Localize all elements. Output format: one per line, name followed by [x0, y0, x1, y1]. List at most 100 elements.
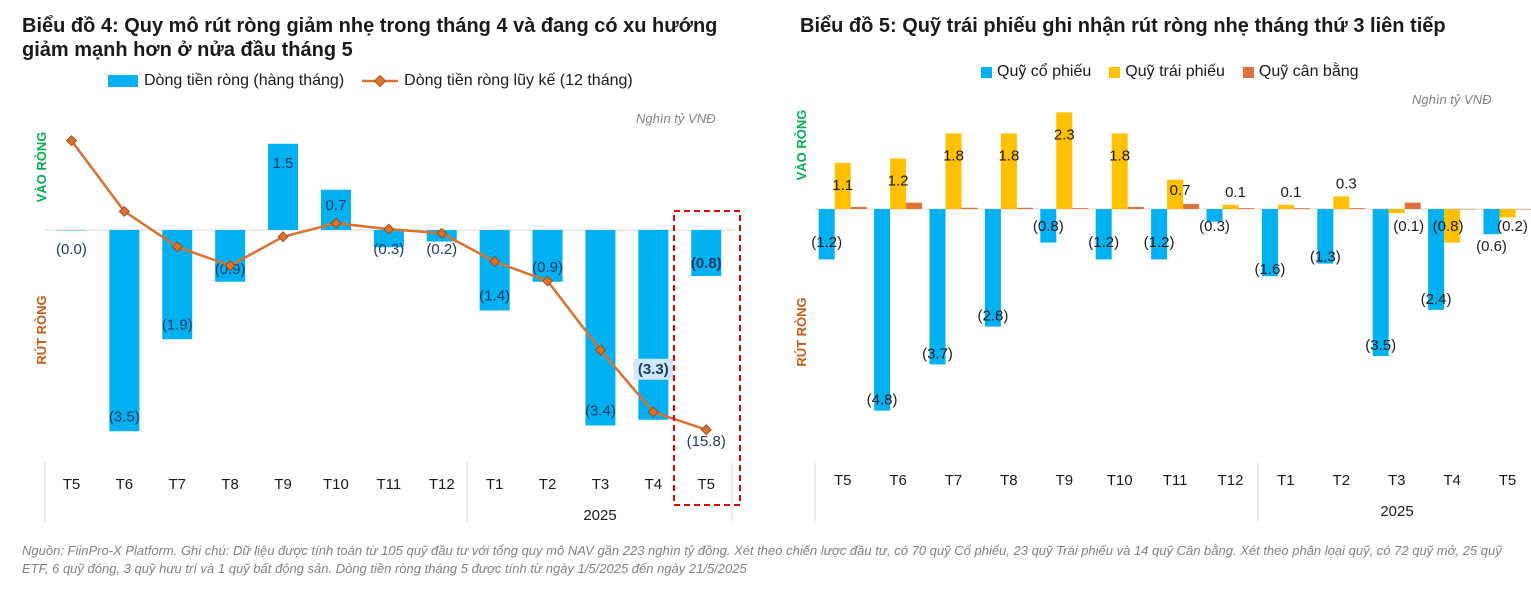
right-x-tick-7: T12 — [1218, 472, 1244, 489]
right-equity-label-11: (2.4) — [1421, 291, 1452, 308]
left-cumulative-point-7 — [436, 227, 448, 239]
right-x-tick-12: T5 — [1499, 472, 1517, 489]
right-bar-bond-0 — [834, 162, 851, 209]
right-bar-equity-7 — [1206, 209, 1223, 222]
legend-swatch-bond — [1109, 66, 1121, 78]
right-bar-balanced-10 — [1404, 202, 1421, 209]
right-bar-balanced-7 — [1238, 208, 1255, 209]
right-bar-equity-12 — [1483, 209, 1500, 235]
right-equity-label-2: (3.7) — [922, 345, 953, 362]
right-x-tick-9: T2 — [1333, 472, 1351, 489]
right-x-tick-5: T10 — [1107, 472, 1133, 489]
right-bar-equity-10 — [1372, 209, 1389, 356]
right-bar-bond-9 — [1333, 196, 1350, 209]
right-bar-bond-10 — [1388, 209, 1405, 214]
right-bar-balanced-3 — [1016, 207, 1033, 209]
right-bar-bond-7 — [1222, 204, 1239, 209]
right-equity-label-9: (1.3) — [1310, 249, 1341, 266]
right-inflow-label: VÀO RÒNG — [794, 110, 809, 181]
right-bar-balanced-12 — [1515, 209, 1531, 210]
right-bar-bond-3 — [1000, 133, 1017, 209]
left-outflow-label: RÚT RÒNG — [34, 295, 49, 364]
legend-item-bond: Quỹ trái phiếu — [1109, 63, 1225, 81]
left-cumulative-point-3 — [224, 260, 236, 272]
legend-label-bond: Quỹ trái phiếu — [1125, 63, 1225, 80]
right-year-label: 2025 — [1380, 503, 1413, 520]
left-bar-label-9: (0.9) — [532, 259, 563, 276]
right-x-tick-8: T1 — [1277, 472, 1295, 489]
left-bar-label-12: (0.8) — [691, 255, 722, 272]
left-x-tick-0: T5 — [63, 476, 81, 493]
right-bond-label-0: 1.1 — [832, 177, 853, 194]
left-cumulative-point-9 — [542, 275, 554, 287]
right-x-tick-0: T5 — [834, 472, 852, 489]
left-bar-label-0: (0.0) — [56, 241, 87, 258]
left-x-tick-7: T12 — [429, 476, 455, 493]
right-bar-balanced-11 — [1460, 209, 1477, 210]
right-bar-bond-12 — [1499, 209, 1516, 218]
right-bar-bond-1 — [890, 158, 907, 209]
left-bar-12 — [691, 230, 722, 276]
left-x-tick-4: T9 — [274, 476, 292, 493]
right-bond-label-4: 2.3 — [1054, 126, 1075, 143]
right-bar-equity-3 — [984, 209, 1001, 327]
legend-item-cumulative: Dòng tiền ròng lũy kế (12 tháng) — [362, 72, 633, 90]
legend-item-balanced: Quỹ cân bằng — [1242, 63, 1359, 81]
left-cumulative-point-8 — [489, 256, 501, 268]
right-outflow-label: RÚT RÒNG — [794, 297, 809, 366]
left-bar-label-5: 0.7 — [326, 197, 347, 214]
left-cumulative-point-4 — [277, 231, 289, 243]
right-bond-label-11: (0.8) — [1433, 218, 1464, 235]
right-x-tick-6: T11 — [1163, 472, 1188, 489]
left-chart-unit: Nghìn tỷ VNĐ — [636, 111, 716, 126]
right-bond-label-12: (0.2) — [1497, 218, 1528, 235]
left-cumulative-point-6 — [383, 223, 395, 235]
right-bar-equity-9 — [1317, 209, 1334, 264]
right-x-tick-11: T4 — [1443, 472, 1461, 489]
left-highlight-label-bg — [633, 358, 674, 380]
left-cumulative-point-2 — [171, 241, 183, 253]
right-bond-label-3: 1.8 — [998, 147, 1019, 164]
right-bar-equity-1 — [874, 209, 891, 411]
left-bar-1 — [109, 230, 140, 432]
right-bond-label-6: 0.7 — [1170, 182, 1191, 199]
right-bar-bond-6 — [1167, 179, 1184, 209]
left-cumulative-point-5 — [330, 217, 342, 229]
right-chart-legend: Quỹ cổ phiếu Quỹ trái phiếu Quỹ cân bằng — [981, 63, 1377, 81]
right-equity-label-6: (1.2) — [1144, 234, 1175, 251]
left-x-tick-2: T7 — [168, 476, 186, 493]
right-equity-label-10: (3.5) — [1365, 337, 1396, 354]
left-bar-6 — [373, 230, 404, 248]
left-x-tick-5: T10 — [323, 476, 349, 493]
left-x-tick-12: T5 — [697, 476, 715, 493]
right-bar-balanced-4 — [1072, 208, 1089, 209]
left-bar-label-11: (3.3) — [638, 361, 669, 378]
right-bond-label-10: (0.1) — [1393, 218, 1424, 235]
left-bar-4 — [268, 143, 299, 230]
right-bar-equity-5 — [1095, 209, 1112, 260]
legend-label-monthly: Dòng tiền ròng (hàng tháng) — [144, 72, 345, 89]
left-x-tick-11: T4 — [645, 476, 663, 493]
left-x-tick-3: T8 — [221, 476, 239, 493]
right-bar-balanced-2 — [961, 207, 978, 209]
right-bar-balanced-9 — [1349, 208, 1366, 209]
right-bond-label-8: 0.1 — [1280, 184, 1301, 201]
left-bar-label-1: (3.5) — [109, 408, 140, 425]
left-inflow-label: VÀO RÒNG — [34, 132, 49, 203]
left-cumulative-point-1 — [118, 205, 130, 217]
right-bar-balanced-6 — [1183, 203, 1200, 209]
right-bar-balanced-5 — [1127, 206, 1144, 209]
left-cumulative-point-0 — [65, 135, 77, 147]
right-bond-label-1: 1.2 — [888, 173, 909, 190]
left-bar-label-6: (0.3) — [373, 241, 404, 258]
right-chart-title: Biểu đồ 5: Quỹ trái phiếu ghi nhận rút r… — [800, 15, 1446, 37]
right-bar-bond-8 — [1277, 204, 1294, 209]
right-equity-label-12: (0.6) — [1476, 238, 1507, 255]
left-bar-10 — [585, 230, 616, 426]
left-bar-0 — [56, 230, 87, 231]
left-bar-3 — [215, 230, 246, 282]
right-bar-equity-8 — [1261, 209, 1278, 277]
source-note: Nguồn: FiinPro-X Platform. Ghi chú: Dữ l… — [22, 543, 1502, 576]
right-bar-balanced-0 — [850, 206, 867, 209]
